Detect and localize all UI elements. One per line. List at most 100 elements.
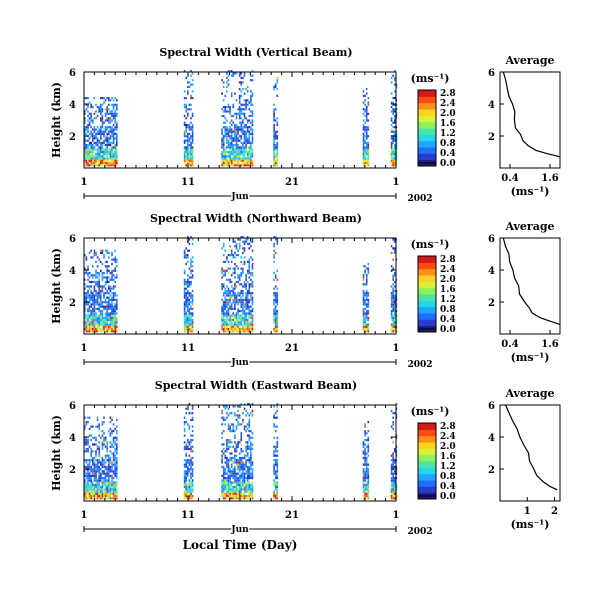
data-cell — [224, 497, 227, 500]
data-cell — [85, 157, 88, 160]
data-cell — [234, 468, 236, 471]
data-cell — [234, 137, 236, 140]
data-cell — [88, 301, 91, 304]
data-cell — [221, 474, 223, 477]
data-cell — [90, 492, 92, 495]
data-cell — [392, 103, 394, 106]
data-cell — [243, 157, 246, 160]
data-cell — [116, 294, 118, 297]
data-cell — [183, 463, 186, 466]
data-cell — [190, 294, 192, 297]
data-cell — [235, 488, 238, 491]
data-cell — [85, 439, 88, 442]
data-cell — [248, 148, 251, 151]
data-cell — [394, 103, 396, 106]
data-cell — [190, 461, 192, 464]
data-cell — [112, 463, 115, 466]
data-cell — [232, 430, 235, 433]
data-cell — [274, 274, 277, 277]
data-cell — [248, 130, 251, 133]
data-cell — [103, 421, 105, 424]
data-cell — [274, 325, 277, 328]
data-cell — [85, 146, 88, 149]
data-cell — [240, 164, 243, 167]
data-cell — [116, 108, 118, 111]
data-cell — [229, 130, 231, 133]
data-cell — [88, 157, 91, 160]
data-cell — [185, 330, 187, 333]
data-cell — [240, 110, 243, 113]
data-cell — [187, 280, 189, 284]
data-cell — [108, 488, 110, 491]
data-cell — [190, 490, 192, 493]
data-cell — [114, 153, 116, 156]
data-cell — [106, 141, 108, 144]
data-cell — [237, 321, 239, 324]
data-cell — [273, 452, 275, 455]
data-cell — [183, 303, 186, 306]
data-cell — [364, 114, 366, 118]
data-cell — [238, 247, 241, 250]
data-cell — [234, 447, 236, 451]
data-cell — [222, 146, 225, 149]
colorbar-swatch — [418, 480, 436, 487]
data-cell — [185, 155, 187, 158]
data-cell — [250, 150, 252, 153]
data-cell — [230, 495, 233, 498]
data-cell — [250, 328, 252, 331]
data-cell — [232, 114, 235, 118]
data-cell — [103, 461, 105, 464]
data-cell — [98, 307, 100, 310]
data-cell — [273, 479, 275, 482]
data-cell — [111, 97, 113, 100]
data-cell — [226, 90, 228, 93]
data-cell — [106, 112, 108, 115]
data-cell — [93, 328, 96, 331]
data-cell — [245, 463, 247, 466]
data-cell — [243, 162, 246, 165]
data-cell — [248, 272, 251, 275]
data-cell — [276, 321, 279, 324]
data-cell — [367, 445, 370, 448]
data-cell — [106, 153, 108, 156]
data-cell — [248, 425, 251, 428]
data-cell — [224, 106, 227, 109]
data-cell — [98, 139, 100, 142]
data-cell — [229, 159, 231, 162]
data-cell — [85, 441, 88, 444]
data-cell — [237, 325, 239, 328]
data-cell — [84, 146, 86, 149]
data-cell — [106, 251, 108, 254]
data-cell — [246, 90, 249, 93]
data-cell — [276, 450, 279, 453]
data-cell — [242, 128, 244, 131]
data-cell — [364, 443, 366, 446]
data-cell — [109, 119, 112, 122]
colorbar-swatch — [418, 313, 436, 320]
data-cell — [106, 265, 108, 268]
data-cell — [95, 294, 97, 297]
data-cell — [106, 296, 108, 299]
data-cell — [183, 497, 186, 500]
data-cell — [185, 301, 187, 304]
data-cell — [251, 110, 254, 113]
data-cell — [104, 119, 107, 122]
data-cell — [222, 153, 225, 156]
data-cell — [362, 321, 365, 324]
data-cell — [248, 436, 251, 439]
data-cell — [392, 459, 394, 462]
data-cell — [242, 76, 244, 79]
data-cell — [104, 445, 107, 448]
data-cell — [246, 119, 249, 122]
data-cell — [109, 488, 112, 491]
data-cell — [274, 445, 277, 448]
data-cell — [100, 474, 102, 477]
data-cell — [362, 137, 365, 140]
data-cell — [101, 434, 104, 437]
data-cell — [114, 128, 116, 131]
data-cell — [109, 285, 112, 288]
data-cell — [245, 430, 247, 433]
data-cell — [111, 144, 113, 147]
data-cell — [394, 137, 396, 140]
data-cell — [273, 254, 275, 257]
